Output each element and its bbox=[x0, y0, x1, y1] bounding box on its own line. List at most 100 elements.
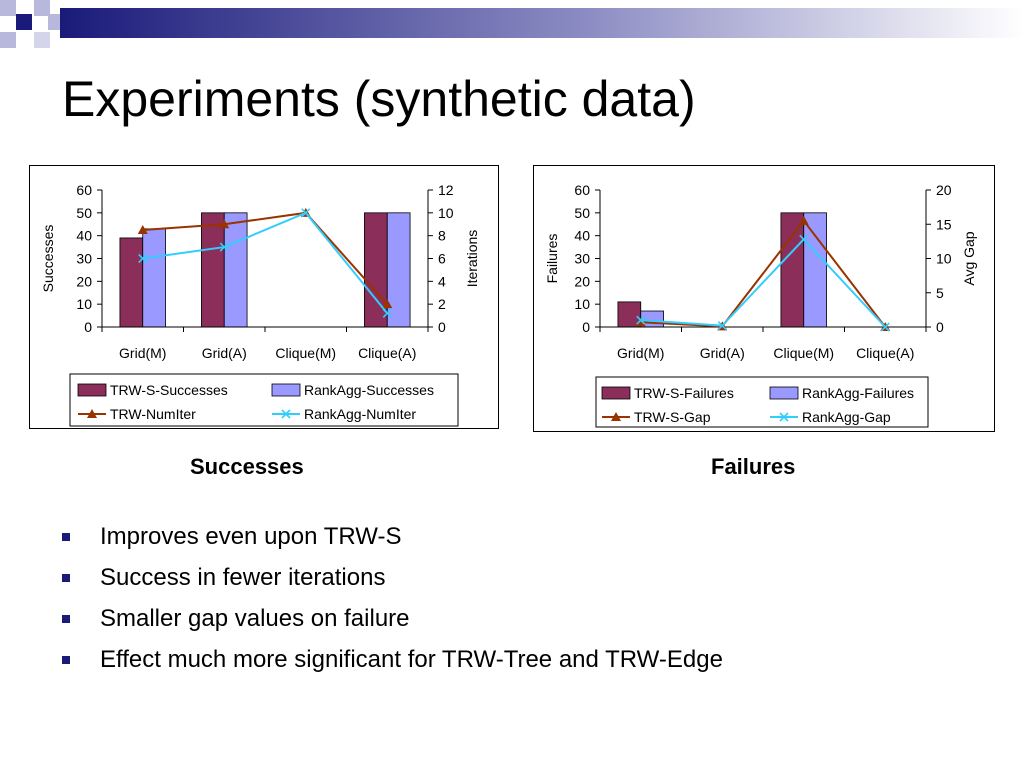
bullet-item: Effect much more significant for TRW-Tre… bbox=[62, 644, 723, 685]
x-tick-label: Clique(A) bbox=[856, 345, 914, 361]
deco-square bbox=[0, 0, 16, 16]
failures-chart: 0 10 20 30 40 50 60 0 5 10 15 20 Grid(M) Grid(A) Cliqu… bbox=[533, 165, 995, 432]
y-tick-label-left: 30 bbox=[76, 251, 92, 267]
slide-title: Experiments (synthetic data) bbox=[62, 71, 696, 127]
y-tick-label-left: 10 bbox=[76, 296, 92, 312]
legend-label: RankAgg-NumIter bbox=[304, 406, 416, 422]
y-tick-label-left: 40 bbox=[76, 228, 92, 244]
y-tick-label-left: 20 bbox=[76, 273, 92, 289]
y-tick-label-right: 10 bbox=[936, 251, 952, 267]
bullet-text: Success in fewer iterations bbox=[100, 564, 386, 591]
legend-box bbox=[595, 376, 929, 428]
y-tick-label-right: 5 bbox=[936, 285, 944, 301]
y-tick-label-right: 8 bbox=[438, 228, 446, 244]
bar-TRW-S-Failures bbox=[780, 212, 805, 328]
y-tick-label-left: 0 bbox=[84, 319, 92, 335]
bullet-square-icon bbox=[62, 574, 70, 582]
header-decoration bbox=[0, 0, 1024, 48]
deco-square bbox=[48, 14, 60, 30]
deco-square bbox=[34, 0, 50, 16]
bar-RankAgg-Successes bbox=[223, 212, 248, 328]
point-TRW-NumIter bbox=[382, 299, 393, 309]
x-tick-label: Grid(M) bbox=[617, 345, 664, 361]
bullet-list: Improves even upon TRW-S Success in fewe… bbox=[62, 521, 723, 685]
y-tick-label-right: 15 bbox=[936, 216, 952, 232]
bullet-text: Smaller gap values on failure bbox=[100, 605, 410, 632]
y-tick-label-right: 2 bbox=[438, 296, 446, 312]
legend-swatch bbox=[601, 386, 631, 400]
x-tick-label: Grid(A) bbox=[202, 345, 247, 361]
point-RankAgg-Gap bbox=[636, 315, 646, 325]
legend-label: RankAgg-Gap bbox=[802, 409, 891, 425]
bullet-item: Improves even upon TRW-S bbox=[62, 521, 723, 562]
y-tick-label-right: 12 bbox=[438, 182, 454, 198]
deco-square bbox=[0, 32, 16, 48]
y-tick-label-right: 4 bbox=[438, 273, 446, 289]
y-tick-label-left: 50 bbox=[76, 205, 92, 221]
failures-chart-svg: 0 10 20 30 40 50 60 0 5 10 15 20 Grid(M) Grid(A) Cliqu… bbox=[544, 182, 977, 428]
point-TRW-S-Gap bbox=[798, 215, 809, 225]
x-tick-label: Clique(A) bbox=[358, 345, 416, 361]
legend-label: TRW-NumIter bbox=[110, 406, 196, 422]
y-tick-label-left: 0 bbox=[582, 319, 590, 335]
line-TRW-S-Gap bbox=[640, 219, 887, 328]
line-RankAgg-NumIter bbox=[142, 211, 389, 314]
point-RankAgg-NumIter bbox=[301, 208, 311, 218]
bullet-square-icon bbox=[62, 533, 70, 541]
legend-marker bbox=[87, 409, 97, 418]
legend-marker bbox=[779, 412, 789, 422]
point-RankAgg-NumIter bbox=[382, 308, 392, 318]
legend-label: TRW-S-Successes bbox=[110, 382, 228, 398]
y-axis-title-right: Avg Gap bbox=[961, 231, 977, 285]
y-tick-label-right: 10 bbox=[438, 205, 454, 221]
deco-square bbox=[34, 32, 50, 48]
bullet-item: Success in fewer iterations bbox=[62, 562, 723, 603]
legend-label: RankAgg-Failures bbox=[802, 385, 914, 401]
y-tick-label-right: 6 bbox=[438, 251, 446, 267]
bullet-item: Smaller gap values on failure bbox=[62, 603, 723, 644]
y-tick-label-left: 60 bbox=[574, 182, 590, 198]
y-axis-title-left: Successes bbox=[40, 225, 56, 293]
y-tick-label-right: 0 bbox=[438, 319, 446, 335]
x-tick-label: Grid(A) bbox=[700, 345, 745, 361]
y-axis-title-right: Iterations bbox=[464, 230, 480, 288]
legend-marker bbox=[611, 412, 621, 421]
bullet-text: Effect much more significant for TRW-Tre… bbox=[100, 646, 723, 673]
bullet-text: Improves even upon TRW-S bbox=[100, 523, 402, 550]
legend-swatch bbox=[271, 383, 301, 397]
legend-label: TRW-S-Gap bbox=[634, 409, 711, 425]
successes-chart-svg: 0 10 20 30 40 50 60 0 2 4 6 8 10 12 Grid(M) Grid(A) Cliq… bbox=[40, 182, 480, 427]
point-TRW-NumIter bbox=[137, 224, 148, 234]
point-RankAgg-NumIter bbox=[219, 242, 229, 252]
legend-box bbox=[69, 373, 459, 427]
line-TRW-NumIter bbox=[142, 211, 388, 305]
bullet-square-icon bbox=[62, 615, 70, 623]
deco-square bbox=[16, 14, 32, 30]
y-tick-label-left: 40 bbox=[574, 228, 590, 244]
bar-RankAgg-Successes bbox=[142, 228, 166, 328]
y-tick-label-left: 30 bbox=[574, 251, 590, 267]
y-tick-label-left: 60 bbox=[76, 182, 92, 198]
bar-TRW-S-Successes bbox=[119, 237, 144, 328]
successes-caption: Successes bbox=[190, 454, 304, 479]
point-RankAgg-Gap bbox=[799, 234, 809, 244]
legend-label: TRW-S-Failures bbox=[634, 385, 734, 401]
bar-TRW-S-Successes bbox=[201, 212, 225, 328]
successes-chart: 0 10 20 30 40 50 60 0 2 4 6 8 10 12 Grid(M) Grid(A) Cliq… bbox=[29, 165, 499, 429]
y-tick-label-right: 0 bbox=[936, 319, 944, 335]
y-tick-label-left: 50 bbox=[574, 205, 590, 221]
point-RankAgg-Gap bbox=[880, 322, 890, 332]
bullet-square-icon bbox=[62, 656, 70, 664]
point-RankAgg-NumIter bbox=[138, 253, 148, 264]
point-TRW-NumIter bbox=[219, 219, 230, 229]
x-tick-label: Clique(M) bbox=[773, 345, 834, 361]
legend-swatch bbox=[769, 386, 799, 400]
point-TRW-S-Gap bbox=[635, 317, 646, 327]
x-tick-label: Grid(M) bbox=[119, 345, 166, 361]
legend-swatch bbox=[77, 383, 107, 397]
legend-label: RankAgg-Successes bbox=[304, 382, 434, 398]
y-tick-label-left: 10 bbox=[574, 296, 590, 312]
x-tick-label: Clique(M) bbox=[275, 345, 336, 361]
failures-caption: Failures bbox=[711, 454, 796, 479]
header-gradient-bar bbox=[60, 8, 1024, 38]
